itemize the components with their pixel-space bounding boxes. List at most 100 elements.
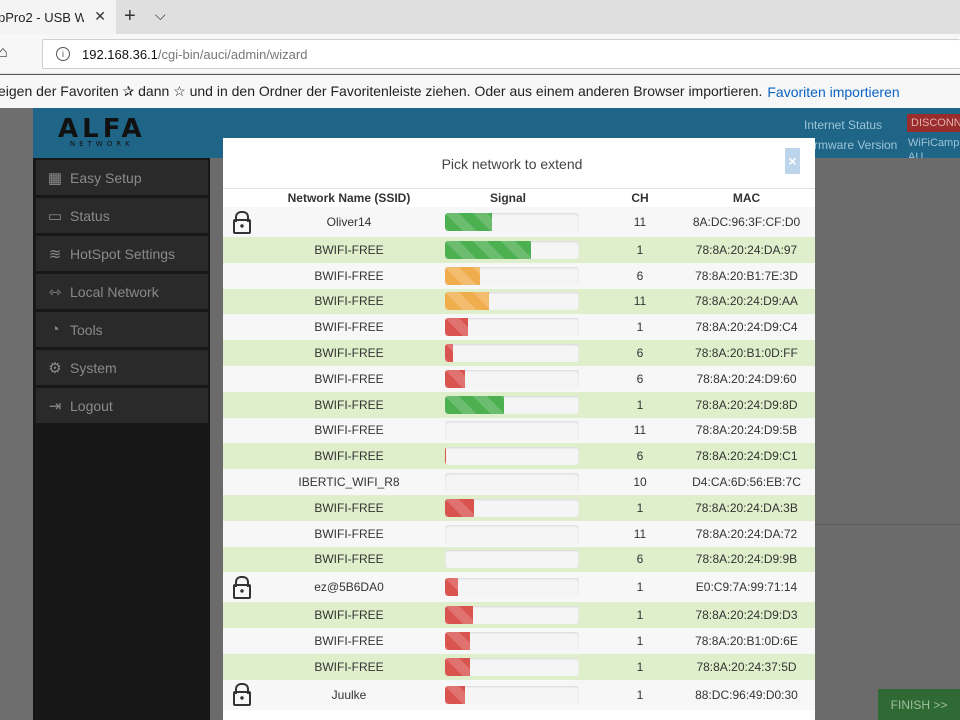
- signal-bar-fill: [445, 266, 480, 285]
- table-row[interactable]: IBERTIC_WIFI_R8 10 D4:CA:6D:56:EB:7C: [223, 469, 815, 495]
- lock-icon: [232, 683, 251, 707]
- ssid-cell: BWIFI-FREE: [314, 268, 384, 283]
- channel-cell: 1: [636, 634, 644, 649]
- signal-bar: [445, 606, 579, 625]
- channel-cell: 6: [636, 346, 644, 361]
- table-row[interactable]: BWIFI-FREE 1 78:8A:20:24:37:5D: [223, 653, 815, 680]
- disconnect-badge[interactable]: DISCONNE: [907, 114, 960, 132]
- ssid-cell: BWIFI-FREE: [314, 320, 384, 335]
- signal-cell: [442, 366, 602, 392]
- signal-bar: [445, 318, 579, 337]
- col-signal: Signal: [490, 191, 527, 205]
- logout-icon: ⇥: [48, 397, 62, 415]
- mac-cell: 78:8A:20:B1:0D:FF: [695, 346, 798, 361]
- signal-bar-fill: [445, 395, 504, 414]
- lock-icon: [232, 575, 251, 599]
- channel-cell: 6: [636, 371, 644, 386]
- sidebar-item-hotspot-settings[interactable]: ≋ HotSpot Settings: [36, 236, 208, 271]
- ssid-cell: BWIFI-FREE: [314, 449, 384, 464]
- home-icon[interactable]: ⌂: [0, 44, 8, 61]
- sidebar-item-local-network[interactable]: ⇿ Local Network: [36, 274, 208, 309]
- close-tab-icon[interactable]: ✕: [94, 8, 106, 24]
- ssid-cell: Oliver14: [326, 215, 372, 229]
- table-row[interactable]: BWIFI-FREE 6 78:8A:20:24:D9:9B: [223, 546, 815, 573]
- table-row[interactable]: BWIFI-FREE 1 78:8A:20:24:DA:97: [223, 237, 815, 263]
- table-row[interactable]: BWIFI-FREE 11 78:8A:20:24:DA:72: [223, 520, 815, 547]
- col-lock: [223, 189, 256, 207]
- url-path: /cgi-bin/auci/admin/wizard: [157, 46, 308, 62]
- ssid-cell: BWIFI-FREE: [314, 371, 384, 386]
- sidebar-item-logout[interactable]: ⇥ Logout: [36, 388, 208, 423]
- ssid-cell: BWIFI-FREE: [314, 242, 384, 257]
- signal-cell: [442, 521, 602, 547]
- ssid-cell: BWIFI-FREE: [314, 552, 384, 567]
- chevron-down-icon[interactable]: ⌵: [155, 7, 166, 23]
- url-host: 192.168.36.1: [82, 46, 158, 62]
- close-icon[interactable]: ×: [785, 148, 800, 174]
- info-icon[interactable]: i: [56, 47, 70, 61]
- table-row[interactable]: BWIFI-FREE 6 78:8A:20:B1:7E:3D: [223, 262, 815, 289]
- alfa-logo: ALFA NETWORK: [58, 114, 146, 148]
- sidebar-item-label: System: [70, 359, 117, 376]
- signal-bar: [445, 447, 579, 466]
- lock-cell: [223, 521, 256, 547]
- signal-bar-fill: [445, 606, 474, 625]
- browser-tab[interactable]: pPro2 - USB W ✕: [0, 0, 116, 34]
- channel-cell: 11: [633, 215, 647, 229]
- table-row[interactable]: Juulke 1 88:DC:96:49:D0:30: [223, 679, 815, 710]
- sidebar-item-system[interactable]: ⚙ System: [36, 350, 208, 385]
- table-row[interactable]: BWIFI-FREE 1 78:8A:20:24:D9:D3: [223, 602, 815, 629]
- tab-title: pPro2 - USB W: [0, 9, 84, 25]
- import-favorites-link[interactable]: Favoriten importieren: [767, 83, 900, 100]
- signal-bar: [445, 473, 579, 492]
- table-row[interactable]: ez@5B6DA0 1 E0:C9:7A:99:71:14: [223, 572, 815, 603]
- sidebar-item-status[interactable]: ▭ Status: [36, 198, 208, 233]
- signal-bar-fill: [445, 240, 531, 259]
- table-row[interactable]: BWIFI-FREE 1 78:8A:20:24:D9:8D: [223, 391, 815, 418]
- table-row[interactable]: BWIFI-FREE 11 78:8A:20:24:D9:AA: [223, 288, 815, 315]
- sidebar-item-easy-setup[interactable]: ▦ Easy Setup: [36, 160, 208, 195]
- lock-cell: [223, 263, 256, 289]
- new-tab-icon[interactable]: +: [124, 5, 136, 27]
- mac-cell: E0:C9:7A:99:71:14: [695, 580, 798, 595]
- finish-button[interactable]: FINISH >>: [878, 689, 960, 720]
- table-row[interactable]: BWIFI-FREE 1 78:8A:20:24:DA:3B: [223, 494, 815, 521]
- signal-bar-fill: [445, 292, 490, 311]
- signal-bar: [445, 266, 579, 285]
- lock-cell: [223, 289, 256, 315]
- mac-cell: 78:8A:20:B1:7E:3D: [695, 268, 798, 283]
- channel-cell: 1: [636, 687, 644, 702]
- mac-cell: 78:8A:20:24:D9:C4: [695, 320, 798, 335]
- mac-cell: 78:8A:20:24:D9:D3: [695, 608, 798, 623]
- table-row[interactable]: Oliver14 11 8A:DC:96:3F:CF:D0: [223, 207, 815, 237]
- table-row[interactable]: BWIFI-FREE 6 78:8A:20:24:D9:C1: [223, 443, 815, 470]
- address-bar-row: ⌂ i 192.168.36.1/cgi-bin/auci/admin/wiza…: [0, 34, 960, 74]
- channel-cell: 6: [636, 552, 644, 567]
- signal-cell: [442, 495, 602, 521]
- channel-cell: 6: [636, 268, 644, 283]
- ssid-cell: BWIFI-FREE: [314, 659, 384, 674]
- sidebar-item-label: HotSpot Settings: [70, 245, 176, 262]
- signal-bar: [445, 524, 579, 543]
- ssid-cell: BWIFI-FREE: [314, 500, 384, 515]
- table-row[interactable]: BWIFI-FREE 1 78:8A:20:24:D9:C4: [223, 314, 815, 341]
- signal-cell: [442, 654, 602, 680]
- signal-bar-fill: [445, 213, 492, 231]
- ssid-cell: Juulke: [331, 687, 367, 702]
- signal-cell: [442, 237, 602, 263]
- table-row[interactable]: BWIFI-FREE 6 78:8A:20:B1:0D:FF: [223, 340, 815, 366]
- channel-cell: 11: [633, 294, 647, 309]
- mac-cell: 78:8A:20:24:D9:60: [696, 371, 797, 386]
- table-row[interactable]: BWIFI-FREE 1 78:8A:20:B1:0D:6E: [223, 628, 815, 654]
- header-info: Internet Status Firmware Version: [804, 115, 897, 155]
- signal-bar: [445, 657, 579, 676]
- lock-cell: [223, 314, 256, 340]
- table-row[interactable]: BWIFI-FREE 6 78:8A:20:24:D9:60: [223, 365, 815, 392]
- table-row[interactable]: BWIFI-FREE 11 78:8A:20:24:D9:5B: [223, 417, 815, 444]
- signal-cell: [442, 207, 602, 237]
- col-mac: MAC: [732, 191, 761, 205]
- sidebar-item-tools[interactable]: ◔ Tools: [36, 312, 208, 347]
- url-field[interactable]: i 192.168.36.1/cgi-bin/auci/admin/wizard: [42, 39, 960, 69]
- sidebar-item-label: Local Network: [70, 283, 159, 300]
- lock-cell: [223, 495, 256, 521]
